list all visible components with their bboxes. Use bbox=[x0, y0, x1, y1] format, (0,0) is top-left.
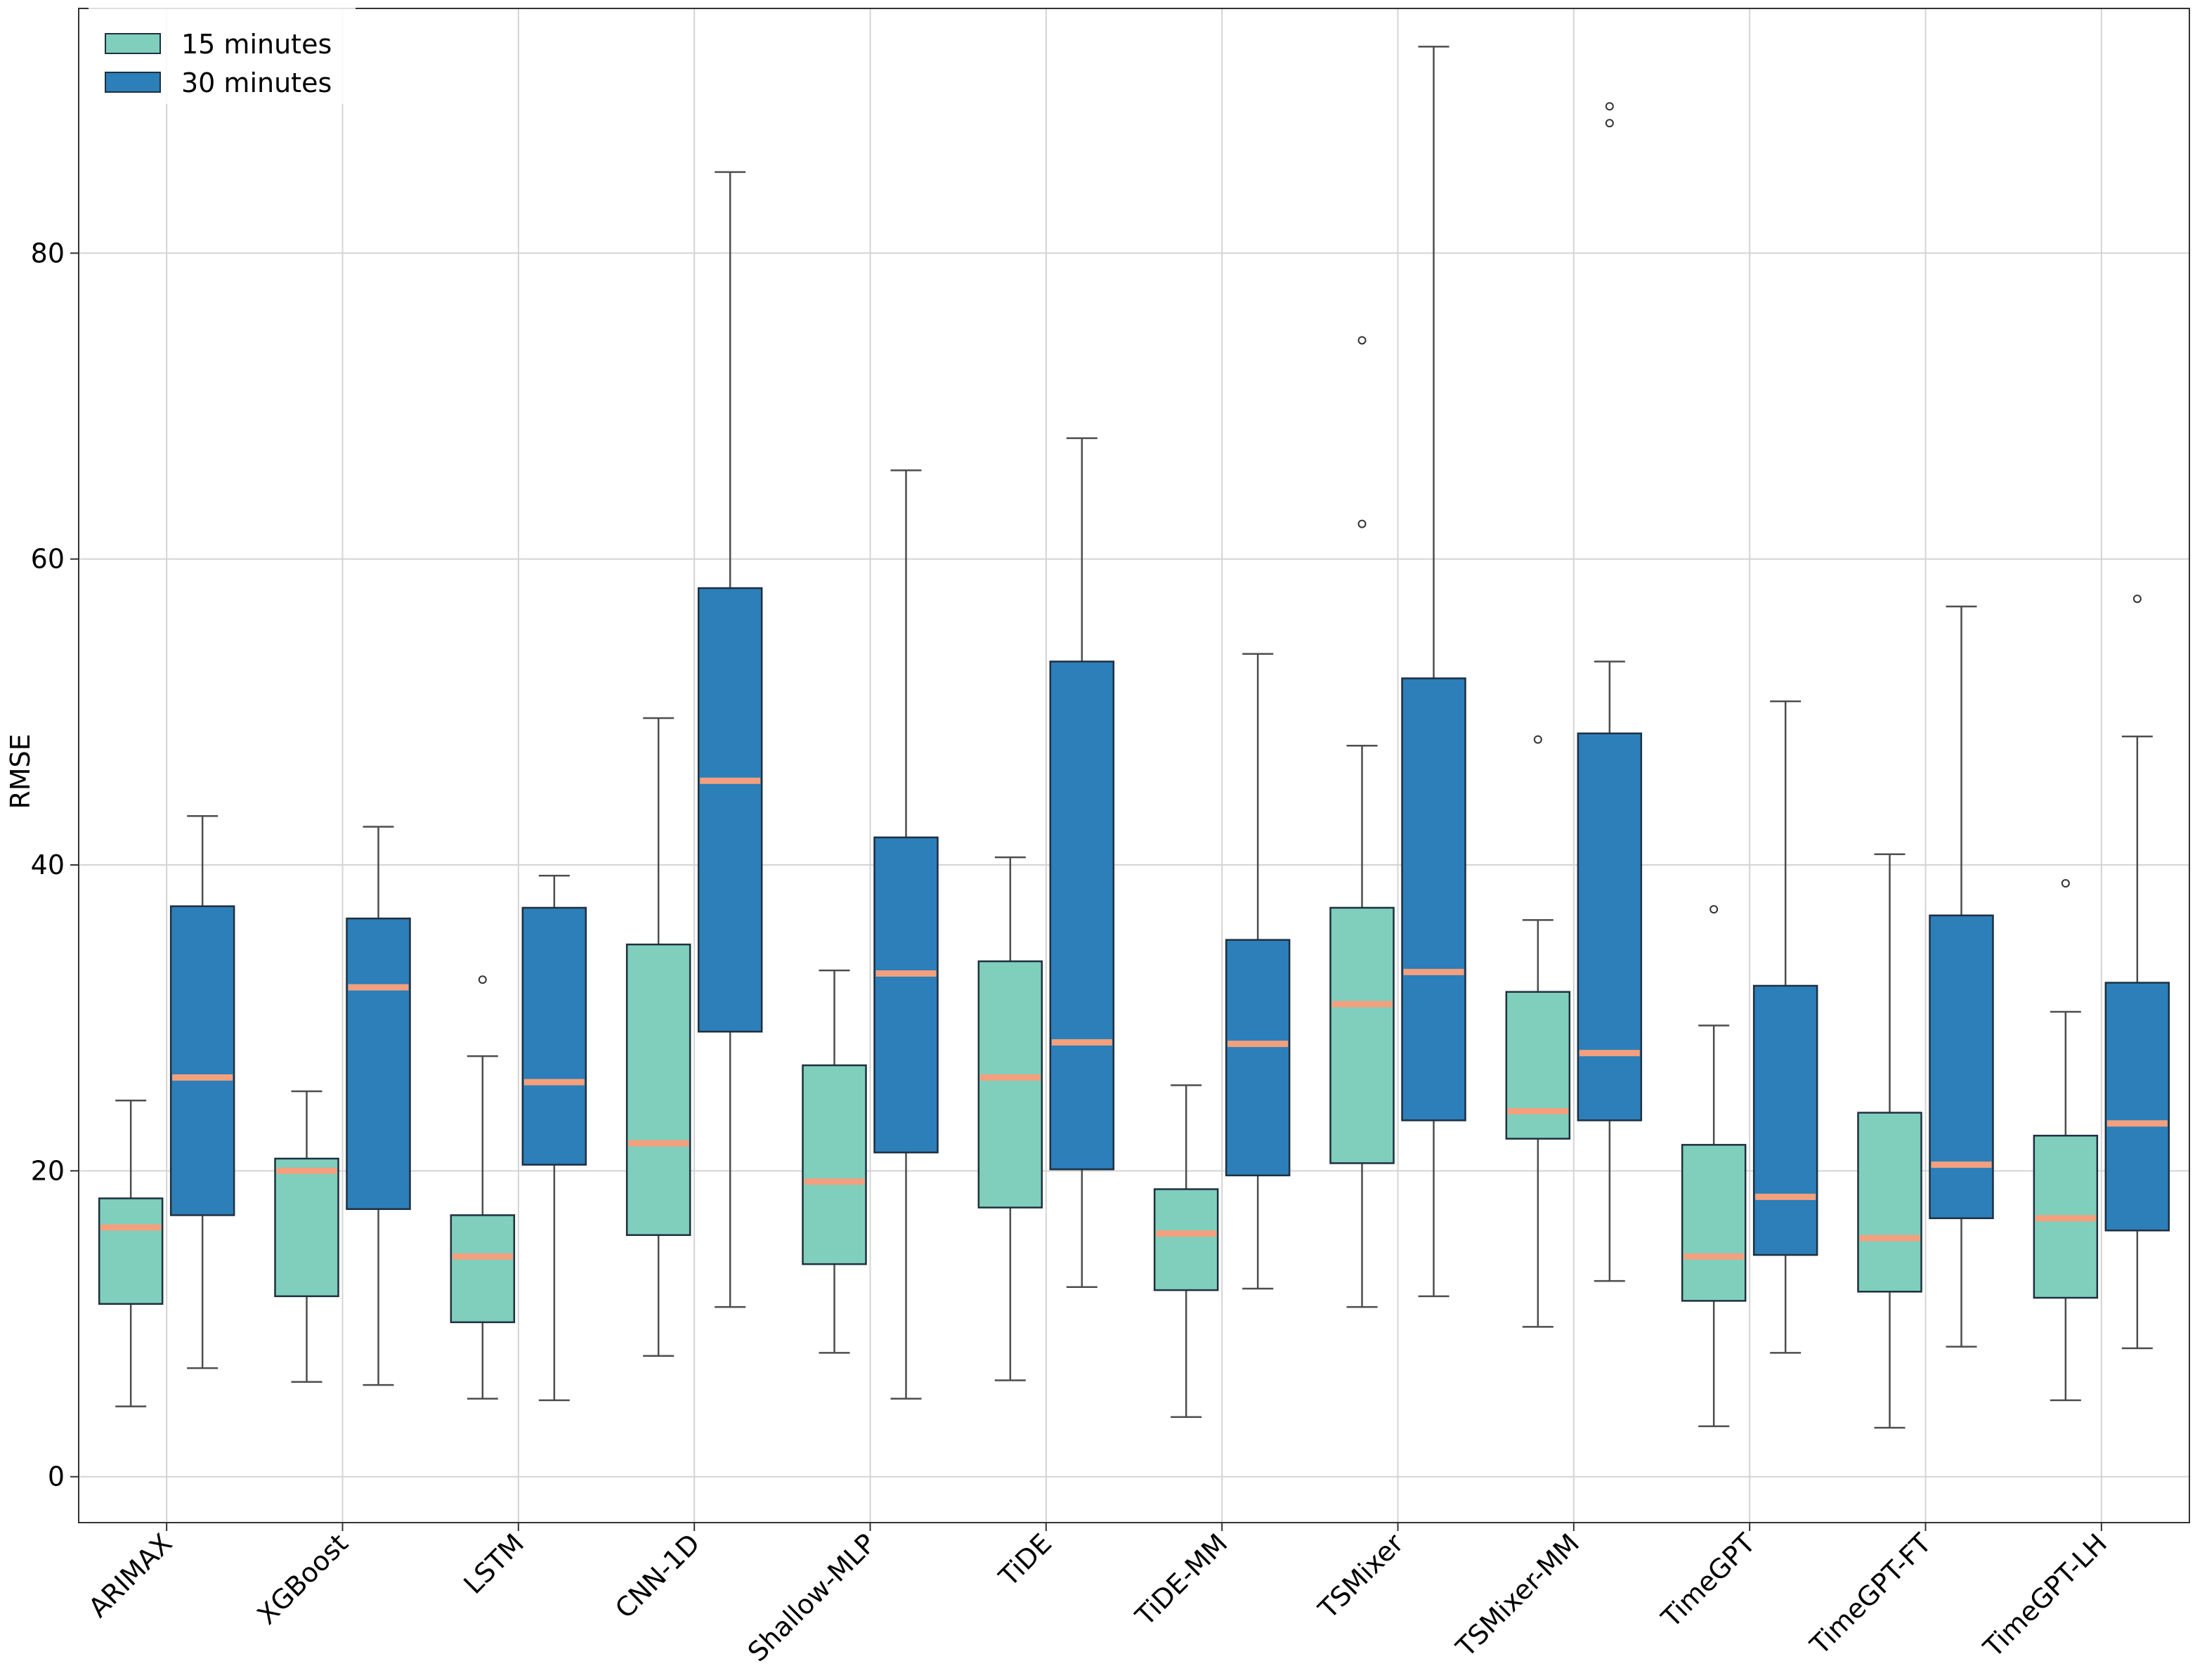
box-iqr bbox=[1929, 914, 1994, 1220]
box-iqr bbox=[1049, 660, 1115, 1171]
box-iqr bbox=[1752, 984, 1818, 1256]
x-tick-label: Shallow-MLP bbox=[742, 1528, 882, 1667]
box-iqr bbox=[1401, 677, 1466, 1121]
box-1-0 bbox=[169, 815, 235, 1369]
outlier-point bbox=[2132, 594, 2142, 604]
box-1-8 bbox=[1577, 102, 1643, 1282]
box-1-3 bbox=[697, 171, 763, 1308]
y-tick-label: 0 bbox=[48, 1461, 65, 1492]
box-1-1 bbox=[346, 826, 411, 1386]
box-iqr bbox=[1577, 732, 1643, 1121]
x-tick-label: TSMixer-MM bbox=[1450, 1528, 1585, 1663]
legend-swatch-15-minutes bbox=[105, 33, 161, 54]
box-iqr bbox=[2104, 982, 2170, 1232]
box-0-7 bbox=[1329, 336, 1395, 1308]
outlier-point bbox=[1357, 519, 1367, 528]
box-0-4 bbox=[802, 969, 867, 1354]
box-iqr bbox=[1681, 1144, 1747, 1302]
box-0-3 bbox=[625, 717, 691, 1357]
x-tick-label: TimeGPT-LH bbox=[1977, 1528, 2113, 1663]
x-tick-label: LSTM bbox=[457, 1528, 530, 1600]
x-tick-label: TSMixer bbox=[1312, 1528, 1409, 1625]
box-iqr bbox=[697, 587, 763, 1033]
box-iqr bbox=[802, 1064, 867, 1265]
box-1-6 bbox=[1225, 653, 1291, 1290]
x-tick-label: ARIMAX bbox=[82, 1528, 178, 1623]
box-series bbox=[98, 46, 2170, 1429]
box-1-7 bbox=[1401, 46, 1466, 1298]
box-iqr bbox=[274, 1157, 339, 1298]
y-axis: 0 20 40 60 80 bbox=[31, 237, 79, 1492]
box-iqr bbox=[346, 917, 411, 1211]
box-iqr bbox=[625, 943, 691, 1237]
legend-label-15-minutes: 15 minutes bbox=[181, 29, 332, 60]
legend: 15 minutes 30 minutes bbox=[89, 6, 356, 104]
box-0-8 bbox=[1505, 735, 1571, 1328]
box-iqr bbox=[1329, 906, 1395, 1164]
outlier-point bbox=[1709, 905, 1719, 914]
outlier-point bbox=[1605, 102, 1614, 111]
box-iqr bbox=[873, 836, 939, 1154]
box-iqr bbox=[169, 905, 235, 1216]
outlier-point bbox=[478, 975, 487, 984]
box-iqr bbox=[98, 1197, 164, 1305]
box-iqr bbox=[450, 1214, 516, 1324]
box-iqr bbox=[1505, 991, 1571, 1140]
y-tick-label: 80 bbox=[31, 237, 65, 268]
x-tick-label: TimeGPT bbox=[1655, 1528, 1762, 1634]
x-tick-label: TiDE-MM bbox=[1129, 1528, 1234, 1632]
y-tick-label: 40 bbox=[31, 849, 65, 880]
box-iqr bbox=[1153, 1188, 1219, 1291]
outlier-point bbox=[1533, 735, 1542, 744]
box-0-2 bbox=[450, 975, 516, 1400]
box-1-2 bbox=[521, 874, 587, 1402]
x-tick-label: XGBoost bbox=[252, 1528, 354, 1630]
outlier-point bbox=[1357, 336, 1367, 345]
legend-swatch-30-minutes bbox=[105, 72, 161, 93]
box-0-6 bbox=[1153, 1084, 1219, 1419]
y-axis-label: RMSE bbox=[5, 734, 36, 809]
box-1-11 bbox=[2104, 594, 2170, 1350]
box-0-10 bbox=[1857, 853, 1922, 1429]
box-0-0 bbox=[98, 1099, 164, 1407]
box-0-5 bbox=[977, 856, 1043, 1381]
box-1-5 bbox=[1049, 437, 1115, 1289]
box-1-9 bbox=[1752, 700, 1818, 1354]
box-0-9 bbox=[1681, 905, 1747, 1428]
plot-frame bbox=[78, 8, 2190, 1523]
box-1-10 bbox=[1929, 605, 1994, 1348]
y-tick-label: 20 bbox=[31, 1155, 65, 1186]
box-iqr bbox=[1225, 939, 1291, 1177]
box-iqr bbox=[1857, 1112, 1922, 1293]
series-1 bbox=[169, 46, 2170, 1402]
box-iqr bbox=[977, 960, 1043, 1209]
x-tick-label: TimeGPT-FT bbox=[1804, 1528, 1937, 1661]
outlier-point bbox=[1605, 119, 1614, 128]
box-0-1 bbox=[274, 1090, 339, 1383]
box-1-4 bbox=[873, 469, 939, 1400]
x-axis: ARIMAX XGBoost LSTM CNN-1D Shallow-MLP TiDE Ti… bbox=[82, 1523, 2113, 1667]
y-tick-label: 60 bbox=[31, 544, 65, 575]
box-0-11 bbox=[2033, 879, 2099, 1402]
legend-label-30-minutes: 30 minutes bbox=[181, 67, 332, 98]
x-tick-label: CNN-1D bbox=[609, 1528, 706, 1624]
x-tick-label: TiDE bbox=[993, 1528, 1058, 1593]
series-0 bbox=[98, 336, 2099, 1429]
grid-lines bbox=[79, 8, 2189, 1523]
outlier-point bbox=[2061, 879, 2070, 888]
box-iqr bbox=[521, 906, 587, 1166]
